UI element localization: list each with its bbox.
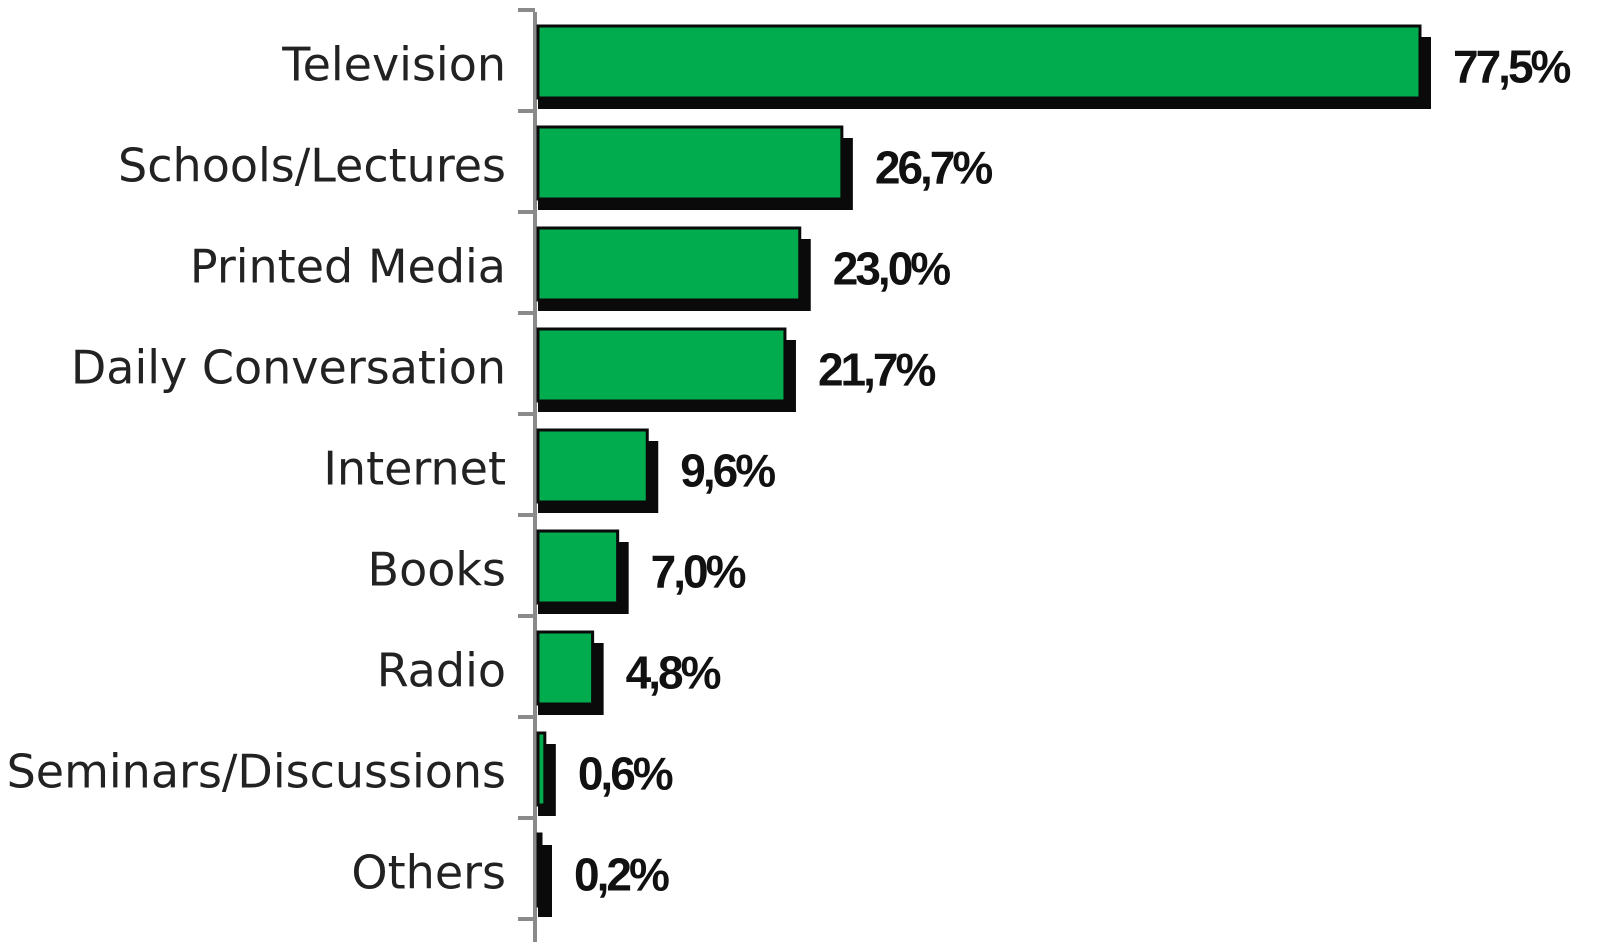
category-label: Books: [368, 543, 506, 597]
category-label: Internet: [323, 442, 506, 496]
bar: [536, 226, 802, 302]
value-label: 7,0%: [651, 546, 746, 598]
value-label: 26,7%: [875, 142, 993, 194]
bar: [536, 125, 844, 201]
bars: [536, 24, 1431, 917]
value-label: 21,7%: [818, 344, 936, 396]
bar: [536, 630, 595, 706]
category-label: Television: [281, 38, 506, 92]
category-label: Radio: [377, 644, 506, 698]
bar-group: [536, 529, 629, 614]
bar: [536, 24, 1422, 100]
bar: [536, 832, 543, 908]
value-label: 23,0%: [833, 243, 951, 295]
value-label: 0,6%: [578, 748, 673, 800]
value-label: 77,5%: [1453, 41, 1571, 93]
bar: [536, 731, 547, 807]
value-label: 4,8%: [626, 647, 721, 699]
bar-group: [536, 428, 659, 513]
value-labels: 77,5% 26,7% 23,0% 21,7% 9,6% 7,0% 4,8% 0,6% 0,2%: [574, 41, 1574, 901]
bar-group: [536, 24, 1431, 109]
bar: [536, 327, 787, 403]
axis: [518, 8, 537, 942]
bar-group: [536, 731, 556, 816]
bar-group: [536, 125, 853, 210]
category-label: Printed Media: [190, 240, 506, 294]
category-label: Seminars/Discussions: [7, 745, 506, 799]
bar-group: [536, 832, 552, 917]
bar: [536, 428, 649, 504]
bar-group: [536, 226, 811, 311]
value-label: 9,6%: [680, 445, 775, 497]
category-labels: Television Schools/Lectures Printed Media D…: [7, 38, 506, 900]
bar-group: [536, 630, 604, 715]
category-label: Schools/Lectures: [118, 139, 506, 193]
bar: [536, 529, 620, 605]
value-label: 0,2%: [574, 849, 669, 901]
bar-group: [536, 327, 796, 412]
category-label: Others: [351, 846, 506, 900]
category-label: Daily Conversation: [71, 341, 506, 395]
